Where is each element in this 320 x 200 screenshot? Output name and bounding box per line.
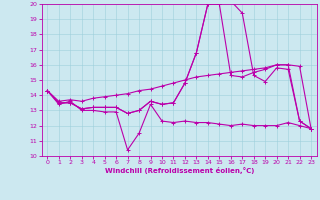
X-axis label: Windchill (Refroidissement éolien,°C): Windchill (Refroidissement éolien,°C)	[105, 167, 254, 174]
